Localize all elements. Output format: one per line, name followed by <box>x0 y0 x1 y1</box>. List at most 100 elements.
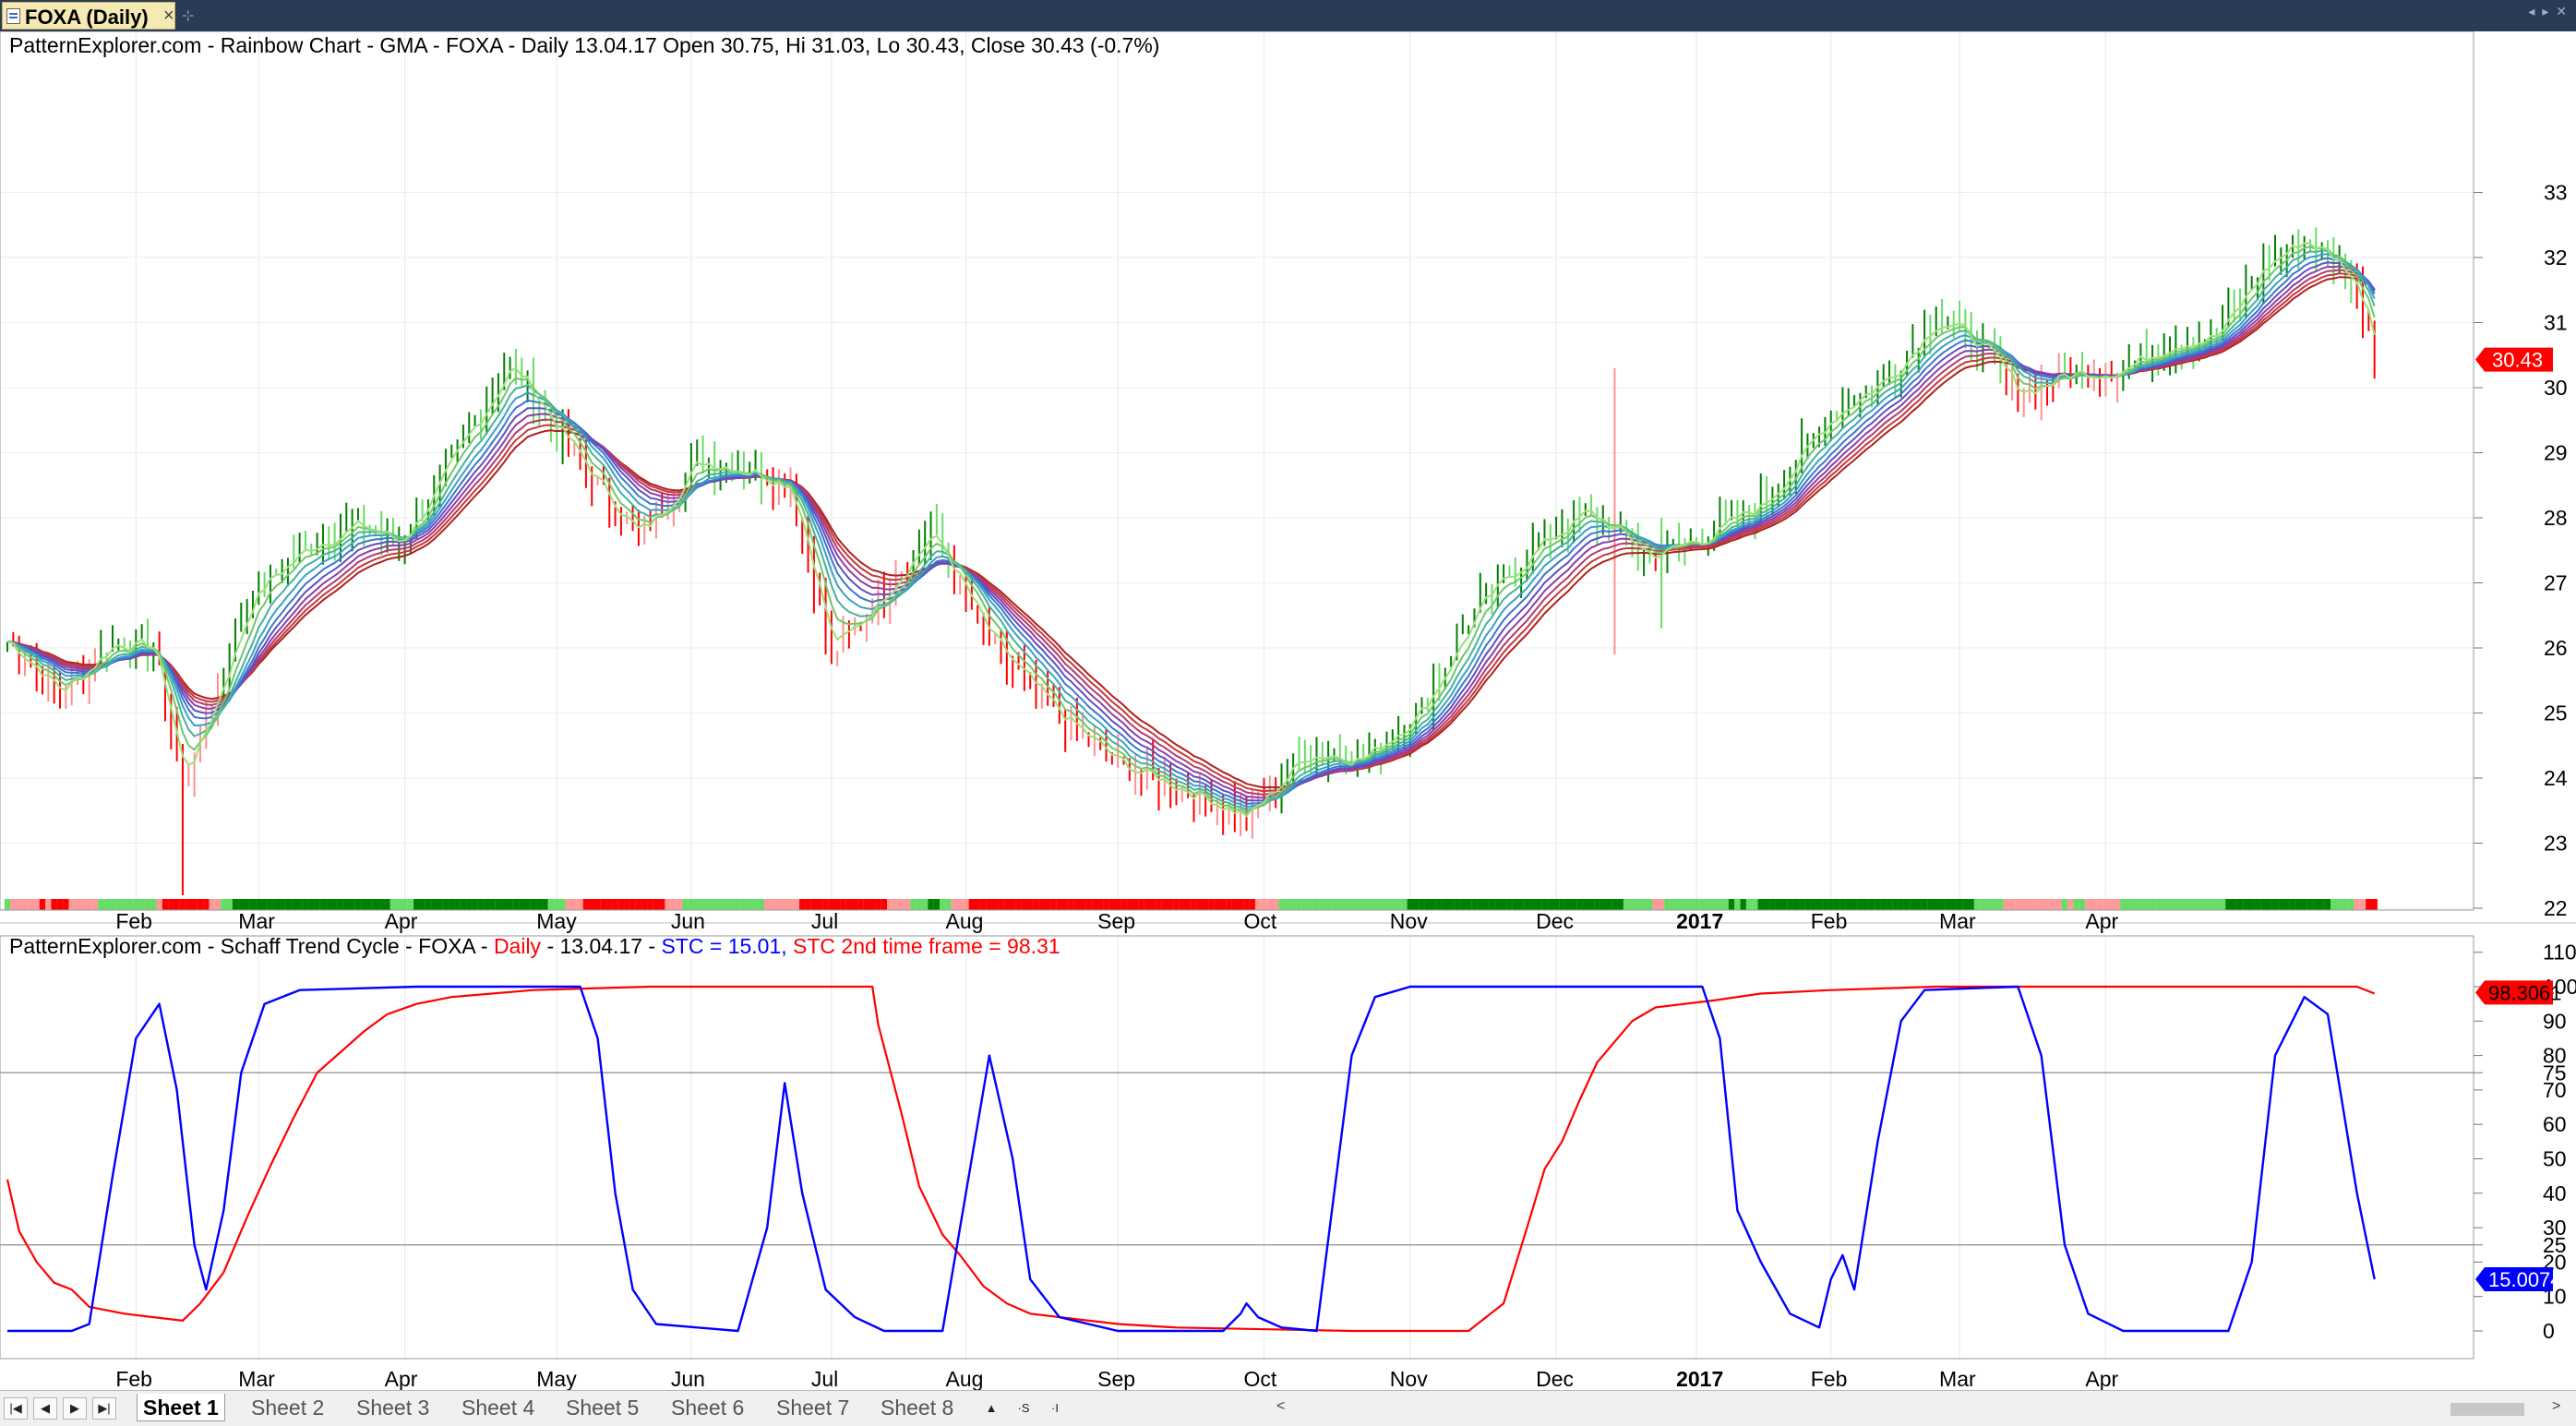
scrollbar-thumb[interactable] <box>2450 1403 2524 1416</box>
trend-strip-cell <box>647 899 653 910</box>
trend-strip-cell <box>582 899 590 910</box>
scroll-left-icon[interactable]: < <box>1276 1398 1286 1414</box>
trend-strip-cell <box>991 899 999 910</box>
sheet-s-button[interactable]: ·S <box>1017 1401 1030 1415</box>
pin-icon[interactable]: ⊹ <box>182 8 195 24</box>
window-controls[interactable]: ◂ ▸ ✕ <box>2528 4 2569 18</box>
scroll-right-icon[interactable]: > <box>2552 1398 2561 1414</box>
trend-strip-cell <box>1179 899 1186 910</box>
tab-sheet-6[interactable]: Sheet 6 <box>671 1396 745 1420</box>
trend-strip-cell <box>1342 899 1349 910</box>
tab-sheet-1[interactable]: Sheet 1 <box>137 1394 225 1421</box>
trend-strip-cell <box>86 899 92 910</box>
y-tick-label: 27 <box>2544 571 2568 595</box>
trend-strip-cell <box>1552 899 1560 910</box>
trend-strip-cell <box>56 899 64 910</box>
trend-strip-cell <box>2289 899 2296 910</box>
trend-strip-cell <box>887 899 893 910</box>
trend-strip-cell <box>1103 899 1109 910</box>
trend-strip-cell <box>1559 899 1565 910</box>
y-tick-label: 0 <box>2543 1319 2555 1343</box>
trend-strip-cell <box>2038 899 2044 910</box>
horizontal-scrollbar[interactable] <box>1297 1403 2552 1416</box>
tab-sheet-2[interactable]: Sheet 2 <box>251 1396 325 1420</box>
trend-strip-cell <box>191 899 198 910</box>
tab-sheet-4[interactable]: Sheet 4 <box>461 1396 535 1420</box>
trend-strip-cell <box>1875 899 1881 910</box>
trend-strip-cell <box>1997 899 2004 910</box>
y-tick-label: 80 <box>2543 1044 2567 1068</box>
trend-strip-cell <box>1570 899 1577 910</box>
trend-strip-cell <box>1699 899 1706 910</box>
trend-strip-cell <box>1161 899 1168 910</box>
last-sheet-button[interactable]: ▶| <box>92 1397 116 1420</box>
trend-strip-cell <box>1524 899 1530 910</box>
trend-strip-cell <box>1898 899 1904 910</box>
trend-strip-cell <box>460 899 467 910</box>
trend-strip-cell <box>51 899 57 910</box>
sheet-i-button[interactable]: ·I <box>1051 1401 1059 1415</box>
trend-strip-cell <box>21 899 29 910</box>
document-tab[interactable]: FOXA (Daily) × <box>2 2 175 30</box>
trend-strip-cell <box>174 899 180 910</box>
trend-strip-cell <box>1184 899 1192 910</box>
trend-strip-cell <box>2173 899 2179 910</box>
tab-sheet-8[interactable]: Sheet 8 <box>881 1396 954 1420</box>
trend-strip-cell <box>530 899 537 910</box>
tab-sheet-7[interactable]: Sheet 7 <box>776 1396 850 1420</box>
next-sheet-button[interactable]: ▶ <box>63 1397 87 1420</box>
trend-strip-cell <box>1600 899 1606 910</box>
trend-strip-cell <box>694 899 701 910</box>
x-tick-label: Mar <box>238 909 275 933</box>
sheet-up-button[interactable]: ▲ <box>985 1401 998 1415</box>
trend-strip-cell <box>1500 899 1507 910</box>
close-icon[interactable]: × <box>163 6 174 26</box>
trend-strip-cell <box>770 899 776 910</box>
trend-strip-cell <box>1038 899 1046 910</box>
trend-strip-cell <box>1026 899 1034 910</box>
trend-strip-cell <box>1529 899 1536 910</box>
trend-strip-cell <box>612 899 618 910</box>
trend-strip-cell <box>331 899 338 910</box>
trend-strip-cell <box>577 899 583 910</box>
trend-strip-cell <box>933 899 941 910</box>
x-tick-label: 2017 <box>1676 1367 1723 1390</box>
trend-strip-cell <box>1629 899 1635 910</box>
y-tick-label: 29 <box>2544 441 2568 465</box>
trend-strip-cell <box>1950 899 1957 910</box>
y-tick-label: 110 <box>2543 941 2576 965</box>
trend-strip-cell <box>2073 899 2079 910</box>
trend-strip-cell <box>419 899 425 910</box>
x-tick-label: Jun <box>671 909 705 933</box>
stc2-line <box>6 985 2376 1333</box>
x-tick-label: Nov <box>1390 1367 1428 1390</box>
chart-area[interactable]: Feb Feb Mar Mar Apr Apr May May Jun Jun Jul Jul Aug A… <box>0 31 2576 1390</box>
x-tick-label: May <box>536 909 577 933</box>
trend-strip-cell <box>1214 899 1221 910</box>
tab-sheet-5[interactable]: Sheet 5 <box>566 1396 640 1420</box>
trend-strip-cell <box>1348 899 1355 910</box>
trend-strip-cell <box>810 899 818 910</box>
trend-strip-cell <box>1845 899 1851 910</box>
trend-strip-cell <box>2008 899 2016 910</box>
x-tick-label: Jun <box>671 1367 705 1390</box>
trend-strip-cell <box>2003 899 2009 910</box>
trend-strip-cell <box>279 899 285 910</box>
trend-strip-cell <box>980 899 987 910</box>
trend-strip-cell <box>1149 899 1156 910</box>
trend-strip-cell <box>1956 899 1963 910</box>
trend-strip-cell <box>1980 899 1986 910</box>
trend-strip-cell <box>1126 899 1133 910</box>
trend-strip-cell <box>138 899 145 910</box>
prev-sheet-button[interactable]: ◀ <box>33 1397 57 1420</box>
trend-strip-cell <box>1278 899 1285 910</box>
trend-strip-cell <box>1693 899 1700 910</box>
tab-sheet-3[interactable]: Sheet 3 <box>356 1396 430 1420</box>
stc2-value-marker <box>2475 980 2553 1005</box>
trend-strip-cell <box>226 899 233 910</box>
trend-strip-cell <box>2103 899 2109 910</box>
trend-strip-cell <box>1360 899 1367 910</box>
trend-strip-cell <box>1254 899 1262 910</box>
trend-strip-cell <box>893 899 899 910</box>
first-sheet-button[interactable]: |◀ <box>4 1397 28 1420</box>
